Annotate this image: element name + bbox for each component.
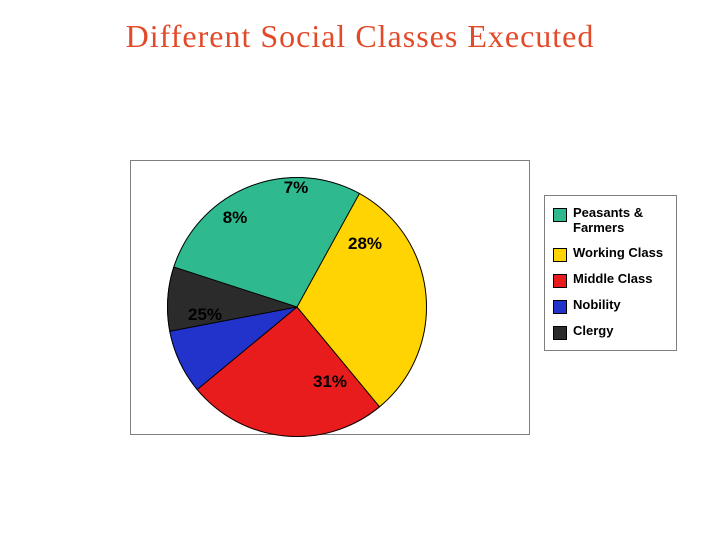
legend-item: Peasants & Farmers <box>553 206 668 236</box>
slice-label: 31% <box>313 372 347 392</box>
legend-swatch <box>553 208 567 222</box>
page-title: Different Social Classes Executed Differ… <box>0 18 720 60</box>
stage: Different Social Classes Executed Differ… <box>0 0 720 540</box>
legend-label: Working Class <box>573 246 663 261</box>
slice-label: 25% <box>188 305 222 325</box>
legend-swatch <box>553 274 567 288</box>
legend-item: Nobility <box>553 298 668 314</box>
slice-label: 8% <box>223 208 248 228</box>
legend-item: Clergy <box>553 324 668 340</box>
legend-swatch <box>553 248 567 262</box>
legend: Peasants & Farmers Working Class Middle Cl… <box>544 195 677 351</box>
legend-label: Peasants & Farmers <box>573 206 668 236</box>
legend-label: Nobility <box>573 298 621 313</box>
slice-label: 7% <box>284 178 309 198</box>
legend-swatch <box>553 300 567 314</box>
legend-item: Working Class <box>553 246 668 262</box>
legend-label: Clergy <box>573 324 613 339</box>
legend-item: Middle Class <box>553 272 668 288</box>
title-text: Different Social Classes Executed <box>0 18 720 55</box>
legend-label: Middle Class <box>573 272 652 287</box>
legend-swatch <box>553 326 567 340</box>
slice-label: 28% <box>348 234 382 254</box>
